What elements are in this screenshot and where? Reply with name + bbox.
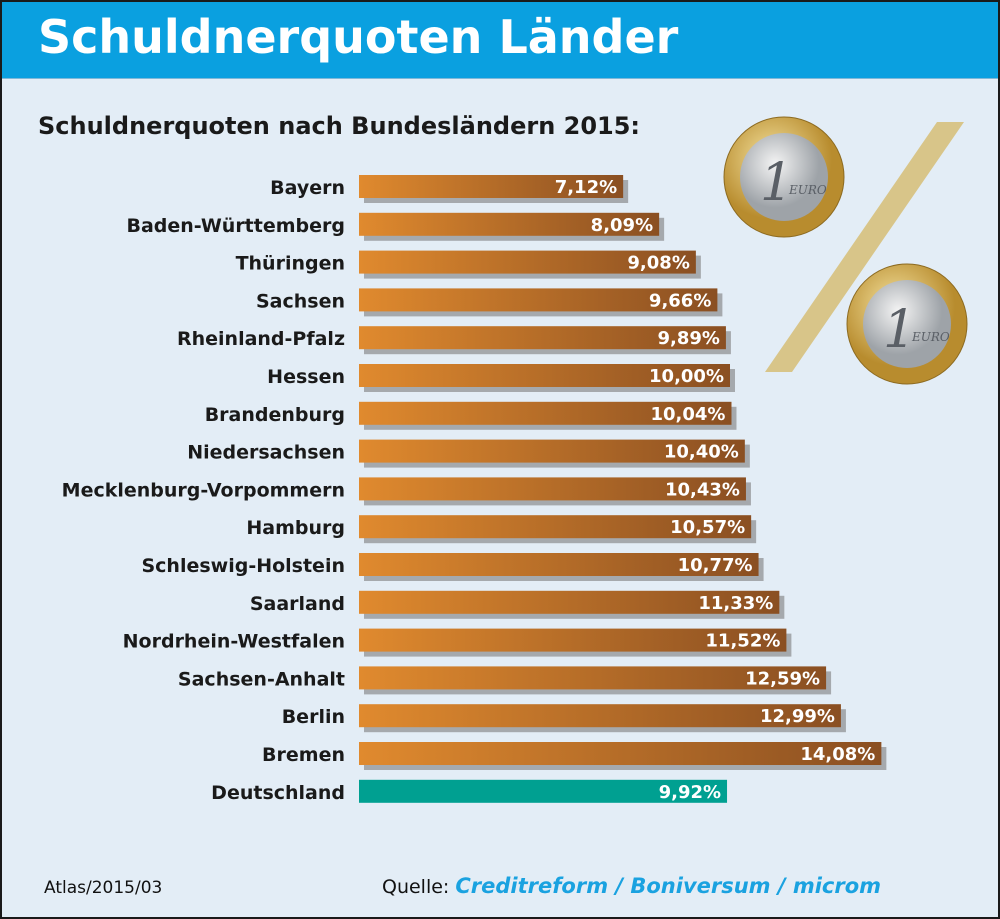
value-label: 14,08% bbox=[800, 744, 875, 765]
bar-bremen bbox=[359, 742, 882, 765]
bar-nordrhein-westfalen bbox=[359, 628, 787, 652]
category-label: Hessen bbox=[267, 366, 345, 388]
bar-schleswig-holstein bbox=[359, 553, 759, 576]
category-label: Bayern bbox=[270, 177, 345, 199]
category-label: Sachsen bbox=[256, 290, 345, 312]
bar-baden-württemberg bbox=[359, 212, 660, 236]
value-label: 9,89% bbox=[657, 328, 719, 349]
value-label: 10,77% bbox=[678, 555, 753, 576]
value-label: 11,33% bbox=[698, 593, 773, 614]
bar-sachsen bbox=[359, 288, 718, 312]
category-label: Thüringen bbox=[236, 253, 345, 275]
atlas-reference: Atlas/2015/03 bbox=[44, 878, 163, 898]
chart-title: Schuldnerquoten nach Bundesländern 2015: bbox=[38, 112, 641, 140]
value-label: 12,59% bbox=[745, 668, 820, 689]
value-label: 12,99% bbox=[760, 706, 835, 727]
euro-coin-icon: 1 EURO bbox=[846, 263, 968, 385]
svg-text:EURO: EURO bbox=[788, 183, 827, 197]
bar-rheinland-pfalz bbox=[359, 326, 726, 350]
category-label: Mecklenburg-Vorpommern bbox=[62, 479, 345, 501]
bar-mecklenburg-vorpommern bbox=[359, 477, 746, 501]
value-label: 10,40% bbox=[664, 442, 739, 463]
value-label: 8,09% bbox=[591, 215, 653, 236]
value-label: 10,57% bbox=[670, 517, 745, 538]
value-label: 11,52% bbox=[705, 631, 780, 652]
header-bar: Schuldnerquoten Länder bbox=[2, 2, 998, 79]
bar-deutschland bbox=[359, 779, 728, 803]
source-line: Quelle: Creditreform / Boniversum / micr… bbox=[382, 874, 881, 898]
bar-brandenburg bbox=[359, 401, 732, 425]
page-title: Schuldnerquoten Länder bbox=[38, 10, 679, 64]
value-label: 10,43% bbox=[665, 479, 740, 500]
value-label: 9,92% bbox=[659, 782, 721, 803]
category-label: Berlin bbox=[282, 706, 345, 728]
svg-text:EURO: EURO bbox=[911, 330, 950, 344]
category-label: Schleswig-Holstein bbox=[141, 555, 345, 577]
value-label: 10,04% bbox=[650, 404, 725, 425]
value-label: 9,08% bbox=[627, 253, 689, 274]
category-label: Nordrhein-Westfalen bbox=[123, 631, 345, 653]
category-label: Sachsen-Anhalt bbox=[178, 668, 345, 690]
svg-text:1: 1 bbox=[760, 153, 793, 213]
bar-sachsen-anhalt bbox=[359, 666, 827, 690]
category-label: Niedersachsen bbox=[187, 442, 345, 464]
category-label: Hamburg bbox=[246, 517, 345, 539]
euro-coin-icon: 1 EURO bbox=[723, 116, 845, 238]
category-label: Bremen bbox=[262, 744, 345, 766]
bar-berlin bbox=[359, 704, 841, 728]
svg-text:1: 1 bbox=[883, 300, 916, 360]
category-label: Brandenburg bbox=[205, 404, 345, 426]
category-label: Baden-Württemberg bbox=[126, 215, 345, 237]
category-label: Saarland bbox=[250, 593, 345, 615]
category-label: Rheinland-Pfalz bbox=[177, 328, 345, 350]
source-brands: Creditreform / Boniversum / microm bbox=[455, 874, 882, 898]
bar-bayern bbox=[359, 175, 624, 198]
bar-saarland bbox=[359, 590, 780, 614]
bar-thüringen bbox=[359, 250, 696, 274]
bar-hessen bbox=[359, 364, 730, 387]
bar-niedersachsen bbox=[359, 439, 745, 463]
category-label: Deutschland bbox=[211, 782, 345, 804]
value-label: 7,12% bbox=[555, 177, 617, 198]
source-label: Quelle: bbox=[382, 876, 450, 898]
percent-slash bbox=[765, 122, 964, 372]
bar-hamburg bbox=[359, 515, 752, 539]
value-label: 9,66% bbox=[649, 290, 711, 311]
value-label: 10,00% bbox=[649, 366, 724, 387]
